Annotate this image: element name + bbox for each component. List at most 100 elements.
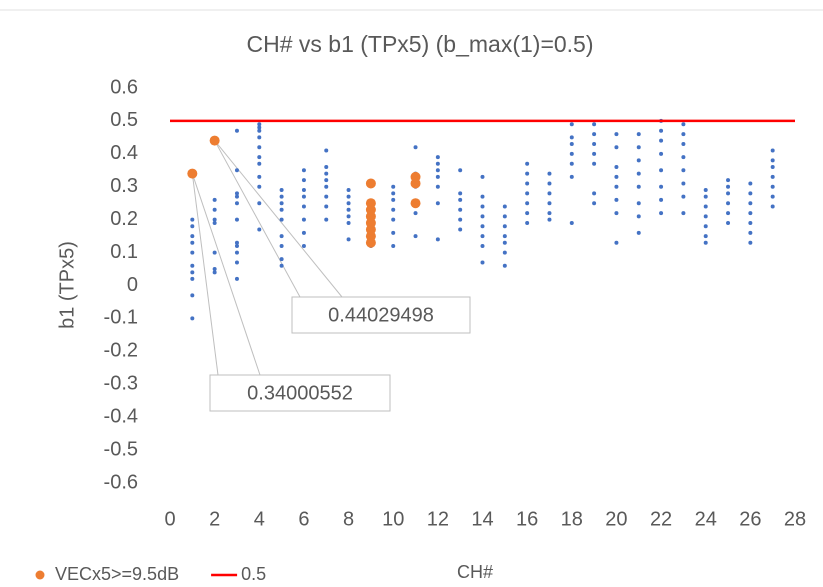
data-point [257,227,262,232]
data-point [324,165,329,169]
data-point [279,234,284,239]
data-point [659,138,664,143]
data-point [681,122,686,127]
data-point [636,132,641,137]
data-point [770,204,775,209]
data-point [324,217,329,222]
data-point [480,174,485,179]
data-point [480,204,485,209]
data-point [525,181,530,186]
data-point [458,197,463,202]
x-tick-label: 4 [254,508,265,530]
data-point [257,145,262,150]
data-point [301,217,306,222]
data-point [770,174,775,179]
data-point [324,178,329,183]
data-point [636,171,641,176]
data-point [435,161,440,166]
data-point [569,122,574,127]
data-point [212,270,217,275]
data-point [502,234,507,239]
data-point [748,191,753,196]
x-tick-label: 10 [382,508,404,530]
data-point [547,181,552,186]
data-point [525,201,530,206]
data-point [569,174,574,179]
data-point [525,171,530,176]
data-point [413,234,418,239]
data-point [212,220,217,225]
y-tick-label: 0.5 [110,109,138,131]
data-point [703,224,708,229]
data-point [748,201,753,206]
data-point [636,230,641,235]
x-tick-label: 16 [516,508,538,530]
data-point [726,201,731,206]
data-point [592,201,597,206]
data-point [636,201,641,206]
highlight-point [410,198,421,209]
data-point [257,125,262,130]
annotation-label: 0.34000552 [247,382,353,404]
x-tick-label: 20 [605,508,627,530]
y-tick-label: -0.6 [104,471,138,493]
highlight-point [365,178,376,189]
y-tick-label: 0.3 [110,175,138,197]
data-point [748,181,753,186]
annotation-box [291,296,471,334]
data-point [547,171,552,176]
data-point [525,211,530,216]
y-axis-label: b1 (TPx5) [56,241,78,329]
data-point [502,204,507,209]
data-point [659,211,664,216]
data-point [391,217,396,222]
data-point [234,240,239,245]
chart-title: CH# vs b1 (TPx5) (b_max(1)=0.5) [246,31,593,57]
data-point [614,132,619,137]
data-point [681,194,686,199]
data-point [212,207,217,212]
data-point [703,234,708,239]
data-point [480,234,485,239]
data-point [346,194,351,199]
data-point [681,181,686,186]
data-point [279,257,284,262]
data-point [614,184,619,189]
data-point [681,211,686,216]
leader-line [214,140,301,298]
data-point [703,240,708,245]
data-point [279,244,284,248]
data-point [592,132,597,137]
x-tick-label: 12 [427,508,449,530]
data-point [703,204,708,209]
data-point [569,220,574,225]
x-tick-label: 8 [343,508,354,530]
highlight-point [410,171,421,182]
data-point [502,250,507,255]
data-point [391,207,396,212]
data-point [703,188,708,193]
data-point [614,211,619,216]
data-point [547,217,552,222]
x-tick-label: 26 [739,508,761,530]
highlight-point [209,135,220,146]
data-point [301,188,306,193]
data-point [435,174,440,179]
y-tick-label: 0.2 [110,208,138,230]
data-point [391,197,396,202]
data-point [592,141,597,146]
highlight-point [187,168,198,179]
leader-line [191,173,261,376]
data-point [636,145,641,150]
data-point [435,201,440,206]
data-point [525,220,530,225]
data-point [190,270,195,275]
y-tick-label: 0.6 [110,76,138,98]
data-point [301,178,306,183]
data-point [257,128,262,133]
data-point [234,128,239,133]
data-point [234,250,239,255]
data-point [234,217,239,222]
legend-swatch [35,570,45,580]
data-point [614,197,619,202]
